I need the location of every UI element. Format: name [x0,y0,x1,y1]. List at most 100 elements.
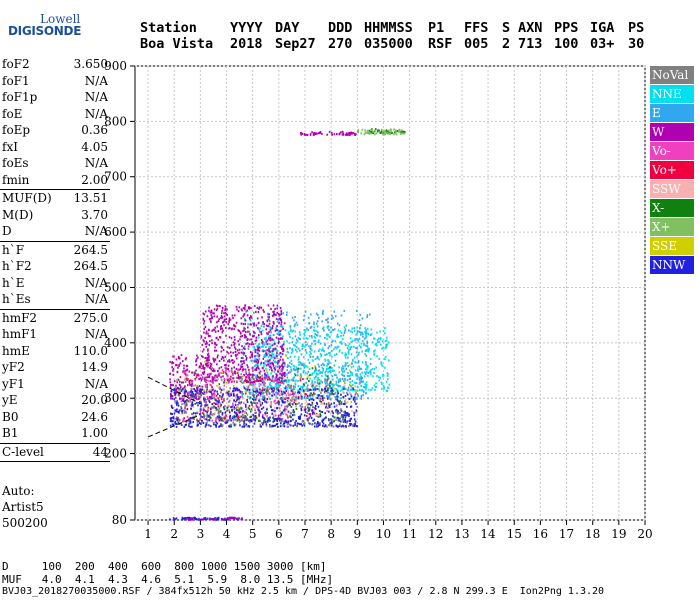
data-point [252,373,254,376]
x-tick-label: 7 [301,527,309,541]
data-point [335,380,338,383]
data-point [370,328,373,331]
data-point [263,395,266,398]
data-point [325,390,328,393]
data-point [341,424,344,427]
data-point [356,385,359,388]
data-point [228,390,231,393]
data-point [256,387,258,390]
data-point [203,392,206,395]
data-point [297,367,300,370]
data-point [196,387,199,390]
data-point [355,389,358,392]
data-point [233,342,236,345]
data-point [261,366,264,369]
data-point [287,331,290,334]
data-point [230,369,233,372]
data-point [175,388,177,391]
data-point [244,330,247,333]
data-point [225,334,227,337]
data-point [269,416,271,419]
data-point [186,393,189,396]
data-point [276,401,278,404]
data-point [268,391,270,394]
data-point [337,392,339,395]
data-point [172,518,175,521]
data-point [210,368,213,371]
data-point [292,385,295,388]
data-point [293,410,295,413]
header-label: DAY [275,20,300,36]
data-point [287,380,290,383]
data-point [308,422,310,425]
data-point [327,394,329,397]
data-point [206,403,209,406]
data-point [335,418,337,421]
data-point [370,388,372,391]
data-point [285,394,288,397]
data-point [347,386,350,389]
data-point [356,347,359,350]
data-point [242,423,245,426]
data-point [331,390,334,393]
data-point [263,375,266,378]
data-point [357,128,360,131]
data-point [288,361,291,364]
y-tick-label: 600 [104,225,127,239]
data-point [188,516,191,519]
data-point [269,350,271,353]
data-point [273,386,275,389]
data-point [316,402,319,405]
data-point [243,334,246,337]
data-point [281,346,283,349]
data-point [224,518,227,521]
data-point [239,390,242,393]
data-point [331,422,333,425]
data-point [328,385,331,388]
data-point [278,403,280,406]
data-point [252,415,255,418]
data-point [311,409,313,412]
data-point [262,384,265,387]
data-point [208,413,211,416]
data-point [239,376,242,379]
data-point [398,129,401,132]
data-point [209,362,211,365]
data-point [232,421,235,424]
data-point [200,390,202,393]
data-point [266,371,269,374]
data-point [317,425,319,428]
data-point [210,363,213,366]
cluster-sse [200,354,358,411]
data-point [385,380,388,383]
header-value: 713 [518,36,543,52]
data-point [172,373,175,376]
data-point [199,402,202,405]
data-point [200,379,203,382]
data-point [192,405,195,408]
data-point [266,373,268,376]
data-point [207,364,210,367]
data-point [386,131,388,134]
data-point [286,365,289,368]
data-point [263,353,266,356]
data-point [259,423,262,426]
data-point [250,343,253,346]
data-point [243,306,246,309]
data-point [183,420,185,423]
data-point [256,365,259,368]
data-point [276,352,278,355]
data-point [270,337,273,340]
data-point [264,419,266,422]
header-value: 03+ [590,36,615,52]
data-point [195,392,197,395]
data-point [279,384,282,387]
data-point [171,361,174,364]
data-point [339,330,342,333]
data-point [200,416,202,419]
data-point [284,392,286,395]
data-point [230,354,233,357]
data-point [357,360,360,363]
data-point [312,419,314,422]
data-point [206,362,208,365]
